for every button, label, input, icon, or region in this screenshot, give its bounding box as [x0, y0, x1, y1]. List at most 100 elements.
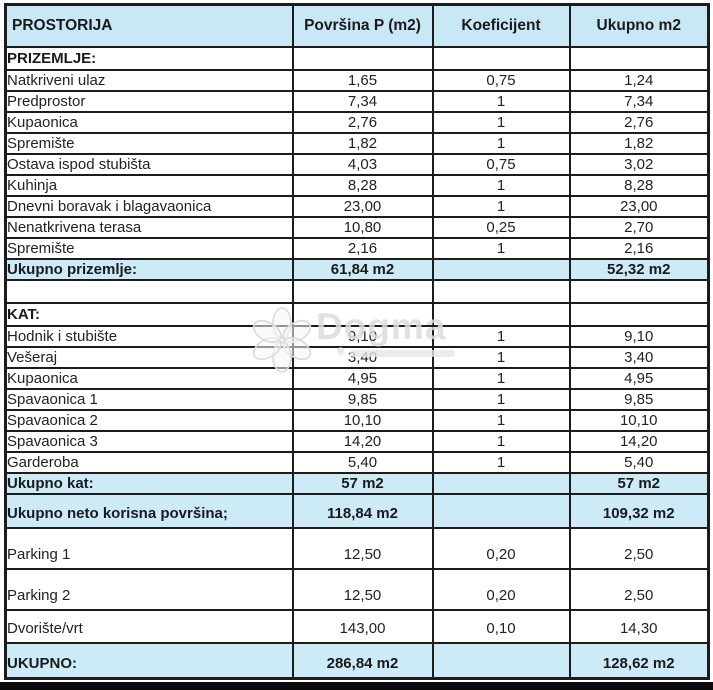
total-area-cell: 23,00 — [568, 195, 710, 218]
room-name-cell: Ostava ispod stubišta — [4, 153, 294, 176]
area-cell: 12,50 — [291, 568, 434, 611]
coefficient-cell: 1 — [431, 388, 571, 411]
coefficient-cell: 0,75 — [431, 153, 571, 176]
room-name-cell: Vešeraj — [4, 346, 294, 369]
table-row-kupaonica: Kupaonica 4,95 1 4,95 — [4, 367, 710, 390]
coefficient-cell: 1 — [431, 237, 571, 260]
area-cell: 2,16 — [291, 237, 434, 260]
coefficient-cell: 0,25 — [431, 216, 571, 239]
room-name-cell — [4, 279, 294, 304]
area-cell: 57 m2 — [291, 472, 434, 495]
coefficient-cell — [431, 302, 571, 327]
column-header-3: Ukupno m2 — [568, 3, 710, 48]
total-area-cell: 128,62 m2 — [568, 642, 710, 680]
coefficient-cell: 1 — [431, 409, 571, 432]
room-name-cell: Dnevni boravak i blagavaonica — [4, 195, 294, 218]
coefficient-cell — [431, 642, 571, 680]
room-name-cell: Parking 1 — [4, 527, 294, 570]
total-area-cell: 14,20 — [568, 430, 710, 453]
table-row-spavaonica-1: Spavaonica 1 9,85 1 9,85 — [4, 388, 710, 411]
room-name-cell: Hodnik i stubište — [4, 325, 294, 348]
area-cell: 3,40 — [291, 346, 434, 369]
area-cell: 4,03 — [291, 153, 434, 176]
total-area-cell: 2,50 — [568, 527, 710, 570]
total-area-cell: 7,34 — [568, 90, 710, 113]
section-label-cell: KAT: — [4, 302, 294, 327]
total-area-cell: 10,10 — [568, 409, 710, 432]
table-row-ukupno-kat: Ukupno kat: 57 m2 57 m2 — [4, 472, 710, 495]
coefficient-cell: 1 — [431, 346, 571, 369]
coefficient-cell — [431, 258, 571, 281]
table-header-row: PROSTORIJA Površina P (m2) Koeficijent Ukup… — [4, 3, 710, 48]
total-label-cell: Ukupno prizemlje: — [4, 258, 294, 281]
total-area-cell: 109,32 m2 — [568, 493, 710, 529]
total-label-cell: Ukupno neto korisna površina; — [4, 493, 294, 529]
table-row-ukupno: UKUPNO: 286,84 m2 128,62 m2 — [4, 642, 710, 680]
room-name-cell: Spavaonica 1 — [4, 388, 294, 411]
table-row-parking-2: Parking 2 12,50 0,20 2,50 — [4, 568, 710, 611]
total-area-cell: 2,70 — [568, 216, 710, 239]
area-cell — [291, 302, 434, 327]
total-area-cell: 8,28 — [568, 174, 710, 197]
area-cell: 10,10 — [291, 409, 434, 432]
area-table-container: PROSTORIJA Površina P (m2) Koeficijent Ukup… — [4, 3, 710, 680]
room-name-cell: Kuhinja — [4, 174, 294, 197]
table-body: PRIZEMLJE: Natkriveni ulaz 1,65 0,75 1,24 Pre… — [4, 46, 710, 680]
area-cell: 2,76 — [291, 111, 434, 134]
coefficient-cell — [431, 493, 571, 529]
table-row-blank — [4, 279, 710, 304]
room-name-cell: Garderoba — [4, 451, 294, 474]
column-header-2: Koeficijent — [431, 3, 571, 48]
area-table: PROSTORIJA Površina P (m2) Koeficijent Ukup… — [4, 3, 710, 680]
coefficient-cell — [431, 279, 571, 304]
table-row-spavaonica-2: Spavaonica 2 10,10 1 10,10 — [4, 409, 710, 432]
room-name-cell: Spremište — [4, 237, 294, 260]
coefficient-cell: 0,20 — [431, 568, 571, 611]
total-area-cell: 4,95 — [568, 367, 710, 390]
table-row-dnevni-boravak-i-blagavaonica: Dnevni boravak i blagavaonica 23,00 1 23,00 — [4, 195, 710, 218]
area-cell: 4,95 — [291, 367, 434, 390]
total-label-cell: UKUPNO: — [4, 642, 294, 680]
area-cell: 7,34 — [291, 90, 434, 113]
table-row-ukupno-prizemlje: Ukupno prizemlje: 61,84 m2 52,32 m2 — [4, 258, 710, 281]
room-name-cell: Spremište — [4, 132, 294, 155]
coefficient-cell: 1 — [431, 367, 571, 390]
area-cell: 5,40 — [291, 451, 434, 474]
room-name-cell: Predprostor — [4, 90, 294, 113]
total-area-cell: 1,82 — [568, 132, 710, 155]
area-cell: 9,85 — [291, 388, 434, 411]
column-header-1: Površina P (m2) — [291, 3, 434, 48]
section-label-cell: PRIZEMLJE: — [4, 46, 294, 71]
area-cell: 9,10 — [291, 325, 434, 348]
area-cell: 1,82 — [291, 132, 434, 155]
area-cell: 1,65 — [291, 69, 434, 92]
table-row-kupaonica: Kupaonica 2,76 1 2,76 — [4, 111, 710, 134]
room-name-cell: Kupaonica — [4, 367, 294, 390]
table-row-kat: KAT: — [4, 302, 710, 327]
total-area-cell — [568, 302, 710, 327]
coefficient-cell: 0,75 — [431, 69, 571, 92]
room-name-cell: Nenatkrivena terasa — [4, 216, 294, 239]
area-cell — [291, 46, 434, 71]
coefficient-cell: 1 — [431, 451, 571, 474]
coefficient-cell: 1 — [431, 430, 571, 453]
total-area-cell: 9,85 — [568, 388, 710, 411]
column-header-0: PROSTORIJA — [4, 3, 294, 48]
table-row-ukupno-neto-korisna-povr-ina: Ukupno neto korisna površina; 118,84 m2 10… — [4, 493, 710, 529]
total-area-cell — [568, 279, 710, 304]
table-row-prizemlje: PRIZEMLJE: — [4, 46, 710, 71]
area-cell: 10,80 — [291, 216, 434, 239]
total-area-cell: 3,02 — [568, 153, 710, 176]
total-area-cell: 2,50 — [568, 568, 710, 611]
table-row-dvori-te-vrt: Dvorište/vrt 143,00 0,10 14,30 — [4, 609, 710, 644]
coefficient-cell: 1 — [431, 90, 571, 113]
table-row-predprostor: Predprostor 7,34 1 7,34 — [4, 90, 710, 113]
area-cell — [291, 279, 434, 304]
total-area-cell: 1,24 — [568, 69, 710, 92]
table-row-kuhinja: Kuhinja 8,28 1 8,28 — [4, 174, 710, 197]
room-name-cell: Kupaonica — [4, 111, 294, 134]
room-name-cell: Spavaonica 3 — [4, 430, 294, 453]
table-row-parking-1: Parking 1 12,50 0,20 2,50 — [4, 527, 710, 570]
total-area-cell: 9,10 — [568, 325, 710, 348]
room-name-cell: Dvorište/vrt — [4, 609, 294, 644]
